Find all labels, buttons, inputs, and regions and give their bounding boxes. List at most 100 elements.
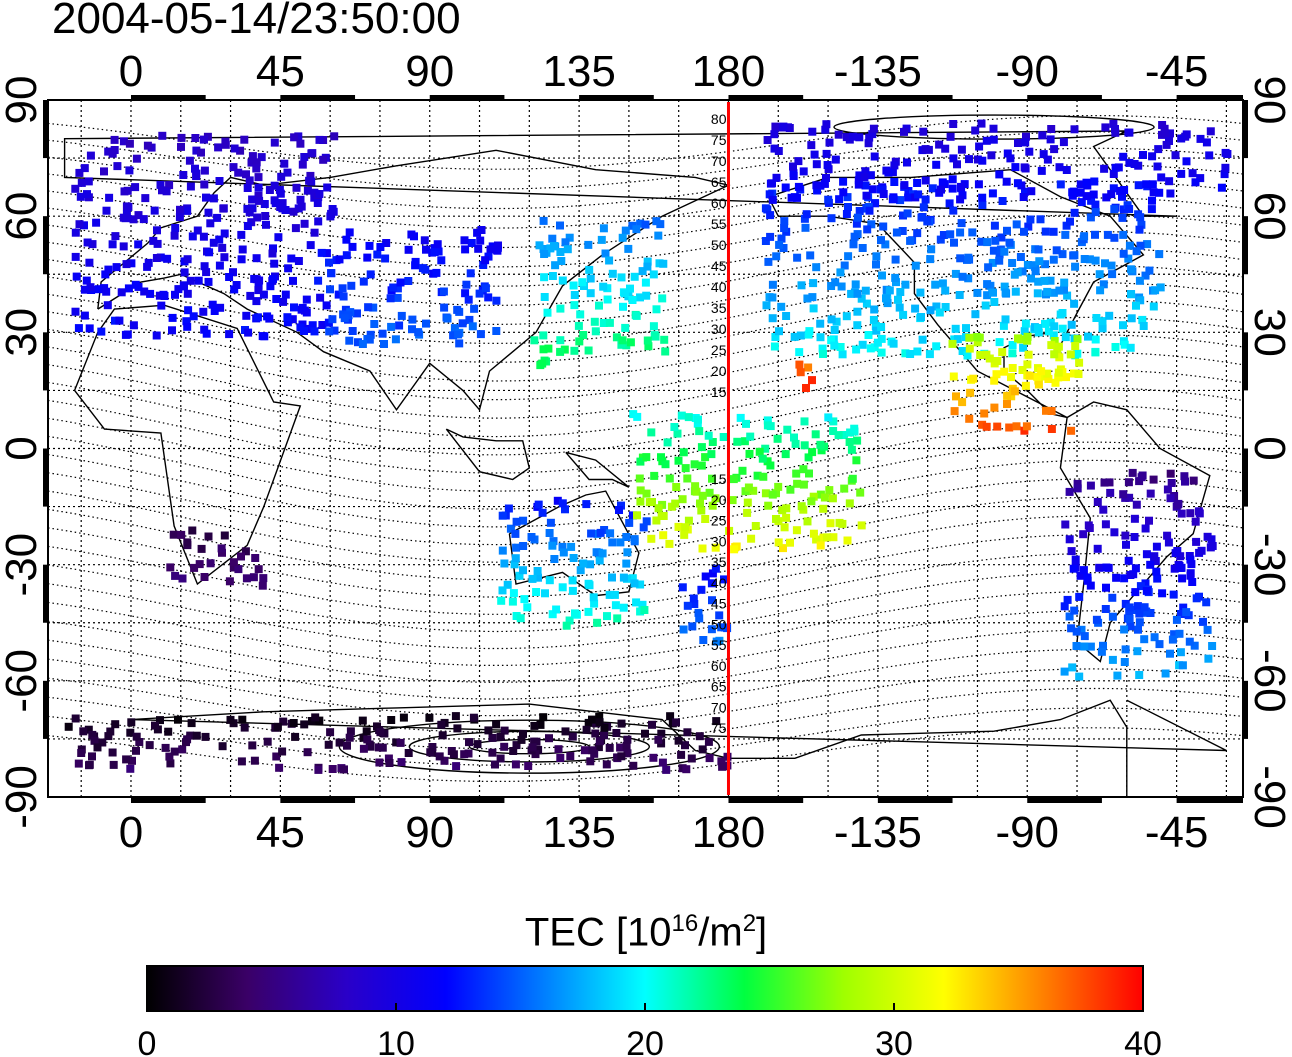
- tec-pixel: [260, 200, 269, 208]
- tec-pixel: [565, 233, 574, 242]
- tec-pixel: [1177, 169, 1186, 178]
- tec-pixel: [314, 765, 323, 774]
- tec-pixel: [124, 202, 133, 211]
- tec-pixel: [134, 211, 143, 220]
- tec-pixel: [269, 275, 277, 284]
- tec-pixel: [364, 303, 373, 312]
- tec-pixel: [1135, 225, 1144, 234]
- tec-pixel: [127, 718, 136, 727]
- tec-pixel: [115, 316, 124, 325]
- tec-pixel: [190, 563, 199, 572]
- tec-pixel: [315, 716, 324, 725]
- tec-pixel: [1176, 552, 1185, 561]
- tec-pixel: [1033, 289, 1042, 298]
- tec-pixel: [855, 133, 864, 142]
- tec-pixel: [1060, 602, 1069, 611]
- tec-pixel: [1208, 642, 1217, 650]
- tec-pixel: [426, 748, 435, 757]
- tec-pixel: [236, 146, 245, 155]
- tec-pixel: [171, 571, 180, 580]
- tec-pixel: [747, 534, 756, 543]
- tec-pixel: [642, 517, 651, 526]
- tec-pixel: [561, 238, 570, 247]
- tec-pixel: [849, 240, 858, 249]
- tec-pixel: [1114, 163, 1123, 172]
- tec-pixel: [630, 579, 639, 588]
- tec-pixel: [1070, 606, 1079, 615]
- tec-pixel: [568, 576, 577, 585]
- tec-pixel: [1119, 249, 1128, 258]
- tec-pixel: [962, 324, 970, 333]
- tec-pixel: [843, 536, 852, 545]
- tec-pixel: [864, 139, 873, 148]
- tec-pixel: [166, 563, 175, 572]
- tec-pixel: [840, 261, 849, 270]
- tec-pixel: [697, 506, 706, 515]
- tec-pixel: [1178, 661, 1187, 670]
- tec-pixel: [589, 593, 598, 602]
- tec-pixel: [560, 345, 569, 354]
- tec-pixel: [127, 259, 136, 268]
- tec-pixel: [180, 268, 189, 277]
- tec-pixel: [363, 735, 372, 744]
- tec-pixel: [470, 304, 479, 313]
- tec-pixel: [1055, 353, 1064, 362]
- tec-pixel: [64, 722, 73, 731]
- tec-pixel: [283, 168, 292, 177]
- tec-pixel: [780, 523, 789, 532]
- tec-pixel: [1113, 671, 1122, 680]
- tec-pixel: [579, 331, 588, 339]
- tec-pixel: [632, 598, 641, 607]
- tec-pixel: [1079, 530, 1088, 539]
- tec-pixel: [1107, 190, 1116, 199]
- tec-pixel: [1120, 625, 1129, 634]
- tec-pixel: [366, 330, 375, 339]
- tec-pixel: [1071, 342, 1080, 350]
- tec-pixel: [88, 240, 97, 249]
- tec-pixel: [165, 181, 174, 190]
- tec-pixel: [855, 207, 864, 215]
- tec-pixel: [411, 261, 420, 270]
- tec-pixel: [1047, 341, 1056, 350]
- tec-pixel: [633, 412, 642, 421]
- tec-pixel: [784, 123, 792, 132]
- tec-pixel: [92, 218, 101, 227]
- tec-pixel: [1011, 287, 1020, 296]
- tec-pixel: [1001, 315, 1010, 324]
- tec-pixel: [862, 299, 871, 308]
- tec-pixel: [955, 291, 964, 299]
- tec-pixel: [975, 142, 984, 151]
- tec-pixel: [1142, 586, 1151, 595]
- tec-pixel: [1126, 343, 1135, 352]
- tec-pixel: [149, 236, 158, 245]
- tec-pixel: [126, 728, 135, 737]
- tec-pixel: [1067, 547, 1076, 556]
- tec-pixel: [889, 339, 898, 348]
- tec-pixel: [298, 303, 307, 312]
- tec-pixel: [995, 338, 1004, 347]
- tec-pixel: [253, 213, 262, 222]
- tec-pixel: [616, 538, 625, 547]
- tec-pixel: [868, 130, 877, 139]
- tec-pixel: [816, 541, 825, 550]
- mag-contour: [48, 299, 1243, 382]
- tec-pixel: [1080, 232, 1089, 241]
- tec-pixel: [570, 346, 579, 355]
- tec-pixel: [808, 448, 817, 457]
- meridian-lat-label: 70: [711, 699, 727, 715]
- tec-pixel: [229, 563, 238, 572]
- tec-pixel: [1068, 191, 1077, 200]
- tec-pixel: [978, 201, 987, 209]
- tec-pixel: [701, 572, 710, 581]
- tec-pixel: [308, 149, 317, 158]
- tec-pixel: [935, 308, 944, 317]
- tec-pixel: [770, 342, 779, 351]
- lon-tick-label-top: 180: [692, 47, 765, 96]
- tec-pixel: [861, 181, 870, 190]
- tec-pixel: [858, 340, 867, 349]
- tec-pixel: [317, 248, 326, 257]
- tec-pixel: [800, 417, 809, 426]
- tec-pixel: [253, 313, 262, 322]
- tec-pixel: [425, 713, 434, 722]
- tec-pixel: [450, 324, 459, 333]
